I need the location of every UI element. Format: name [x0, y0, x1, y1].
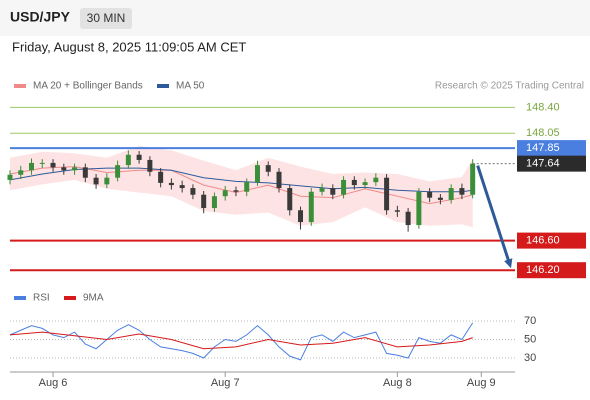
candle-body: [373, 177, 379, 183]
interval-pill: [80, 8, 132, 29]
x-tick-label: Aug 9: [467, 377, 496, 389]
candle-body: [319, 188, 325, 192]
candle-body: [437, 197, 443, 200]
candle-body: [416, 191, 422, 226]
candle-body: [308, 191, 314, 223]
level-label: 148.05: [526, 127, 560, 139]
legend-label: MA 50: [176, 81, 205, 92]
candle-body: [179, 185, 185, 189]
candle-body: [61, 167, 67, 171]
x-tick-label: Aug 6: [39, 377, 68, 389]
candle-body: [39, 162, 45, 164]
candle-body: [82, 167, 88, 178]
level-label: 147.85: [526, 142, 560, 154]
candle-body: [115, 165, 121, 178]
candle-body: [201, 194, 207, 209]
candle-body: [29, 162, 35, 171]
candle-body: [211, 196, 217, 209]
ma-line: [9, 167, 473, 193]
candle-body: [298, 210, 304, 223]
x-tick-label: Aug 7: [211, 377, 240, 389]
bollinger-band: [10, 145, 473, 228]
candle-body: [330, 188, 336, 195]
candle-body: [470, 163, 476, 195]
candle-body: [168, 182, 174, 186]
indicator-line: [9, 331, 473, 350]
candle-body: [265, 165, 271, 172]
level-label-box: [517, 140, 586, 157]
candle-body: [50, 162, 56, 168]
forecast-arrow: [476, 165, 511, 263]
candle-body: [351, 179, 357, 186]
candle-body: [427, 191, 433, 198]
candle-body: [362, 182, 368, 186]
level-label: 148.40: [526, 101, 560, 113]
legend-label: MA 20 + Bollinger Bands: [33, 81, 143, 92]
candle-body: [136, 154, 142, 160]
symbol: USD/JPY: [10, 9, 71, 25]
candle-body: [72, 167, 78, 171]
candle-body: [459, 188, 465, 195]
y-tick-label: 70: [524, 315, 536, 327]
interval: 30 MIN: [87, 11, 126, 25]
candle-body: [125, 154, 131, 166]
indicator-line: [9, 322, 474, 361]
x-tick-label: Aug 8: [383, 377, 412, 389]
level-label: 146.20: [526, 264, 560, 276]
forecast-arrowhead: [504, 258, 513, 269]
y-tick-label: 30: [524, 352, 536, 364]
candle-body: [384, 177, 390, 211]
source: Research © 2025 Trading Central: [435, 81, 584, 92]
legend-label: 9MA: [83, 293, 104, 304]
candle-body: [104, 177, 110, 185]
candle-body: [158, 171, 164, 183]
candle-body: [7, 174, 13, 180]
last-price-box: [517, 155, 586, 172]
candle-body: [287, 188, 293, 211]
datetime: Friday, August 8, 2025 11:09:05 AM CET: [12, 39, 246, 54]
level-label-box: [517, 262, 586, 279]
candle-body: [405, 211, 411, 226]
ma-line: [9, 166, 473, 205]
candle-body: [147, 159, 153, 172]
level-label: 146.60: [526, 235, 560, 247]
level-label-box: [517, 232, 586, 249]
last-price-label: 147.64: [526, 158, 560, 170]
candle-body: [448, 188, 454, 200]
candle-body: [233, 190, 239, 192]
candle-body: [222, 190, 228, 197]
candle-body: [244, 182, 250, 192]
candle-body: [394, 210, 400, 212]
candle-body: [93, 177, 99, 185]
candle-body: [276, 171, 282, 189]
candle-body: [341, 179, 347, 195]
candle-body: [190, 188, 196, 195]
y-tick-label: 50: [524, 333, 536, 345]
legend-label: RSI: [33, 293, 50, 304]
candle-body: [18, 170, 24, 175]
candle-body: [254, 165, 260, 183]
